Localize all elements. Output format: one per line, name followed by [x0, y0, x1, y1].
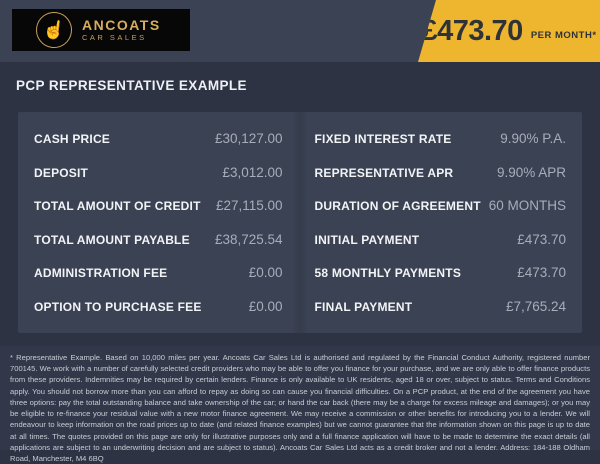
finance-row-value: 9.90% APR: [496, 164, 566, 180]
monthly-price-amount: £473.70: [421, 14, 523, 47]
monthly-price-period: PER MONTH*: [530, 29, 597, 41]
finance-row-label: TOTAL AMOUNT PAYABLE: [34, 232, 190, 247]
monthly-price-flag: £473.70 PER MONTH*: [418, 0, 600, 62]
finance-row: ADMINISTRATION FEE £0.00: [34, 265, 283, 280]
finance-row: INITIAL PAYMENT £473.70: [315, 232, 566, 247]
finance-row-label: ADMINISTRATION FEE: [34, 266, 168, 281]
finance-row-label: TOTAL AMOUNT OF CREDIT: [34, 199, 201, 214]
page-title: PCP REPRESENTATIVE EXAMPLE: [16, 78, 247, 93]
finance-row: REPRESENTATIVE APR 9.90% APR: [315, 165, 566, 180]
finance-row-value: £3,012.00: [222, 164, 283, 180]
finance-row-value: £27,115.00: [215, 198, 283, 214]
finance-row-label: FIXED INTEREST RATE: [314, 132, 452, 147]
finance-row: DEPOSIT £3,012.00: [34, 165, 283, 180]
finance-row-label: DURATION OF AGREEMENT: [314, 199, 481, 214]
finance-row: TOTAL AMOUNT OF CREDIT £27,115.00: [34, 198, 283, 213]
finance-row-value: 60 MONTHS: [488, 198, 566, 214]
dealer-name: ANCOATS: [82, 16, 161, 33]
finance-row: CASH PRICE £30,127.00: [34, 131, 283, 146]
footnote-section: * Representative Example. Based on 10,00…: [0, 346, 600, 463]
finance-right-column: FIXED INTEREST RATE 9.90% P.A. REPRESENTAT…: [299, 112, 582, 333]
finance-row: FIXED INTEREST RATE 9.90% P.A.: [315, 131, 566, 146]
finance-row: FINAL PAYMENT £7,765.24: [315, 299, 566, 314]
finance-row: 58 MONTHLY PAYMENTS £473.70: [315, 265, 566, 280]
finance-row-value: 9.90% P.A.: [500, 131, 566, 147]
finance-left-column: CASH PRICE £30,127.00 DEPOSIT £3,012.00 TOTA…: [18, 112, 299, 333]
finance-row-value: £473.70: [517, 265, 566, 281]
representative-example-smallprint: * Representative Example. Based on 10,00…: [10, 353, 590, 464]
finance-row-value: £7,765.24: [505, 298, 566, 314]
finance-row-label: DEPOSIT: [34, 165, 89, 180]
finance-row-value: £38,725.54: [214, 231, 283, 247]
header-bar: ☝ ANCOATS CAR SALES £473.70 PER MONTH*: [0, 0, 600, 62]
finance-row-label: INITIAL PAYMENT: [314, 232, 420, 247]
dealer-logo-text: ANCOATS CAR SALES: [82, 16, 161, 43]
finance-row: DURATION OF AGREEMENT 60 MONTHS: [315, 198, 566, 213]
finance-row: OPTION TO PURCHASE FEE £0.00: [34, 299, 283, 314]
dealer-logo: ☝ ANCOATS CAR SALES: [12, 9, 190, 51]
finance-row-value: £0.00: [248, 298, 283, 314]
finance-row-label: FINAL PAYMENT: [314, 299, 413, 314]
finance-row: TOTAL AMOUNT PAYABLE £38,725.54: [34, 232, 283, 247]
dealer-tagline: CAR SALES: [82, 32, 147, 42]
finance-row-label: OPTION TO PURCHASE FEE: [34, 299, 202, 314]
finance-row-value: £30,127.00: [214, 131, 283, 147]
finance-row-label: 58 MONTHLY PAYMENTS: [314, 266, 462, 281]
finance-row-value: £0.00: [248, 265, 283, 281]
finance-row-label: CASH PRICE: [34, 132, 111, 147]
finance-row-value: £473.70: [517, 231, 566, 247]
finance-row-label: REPRESENTATIVE APR: [314, 165, 454, 180]
foam-finger-icon: ☝: [33, 9, 75, 51]
finance-example-panel: CASH PRICE £30,127.00 DEPOSIT £3,012.00 TOTA…: [18, 112, 582, 333]
